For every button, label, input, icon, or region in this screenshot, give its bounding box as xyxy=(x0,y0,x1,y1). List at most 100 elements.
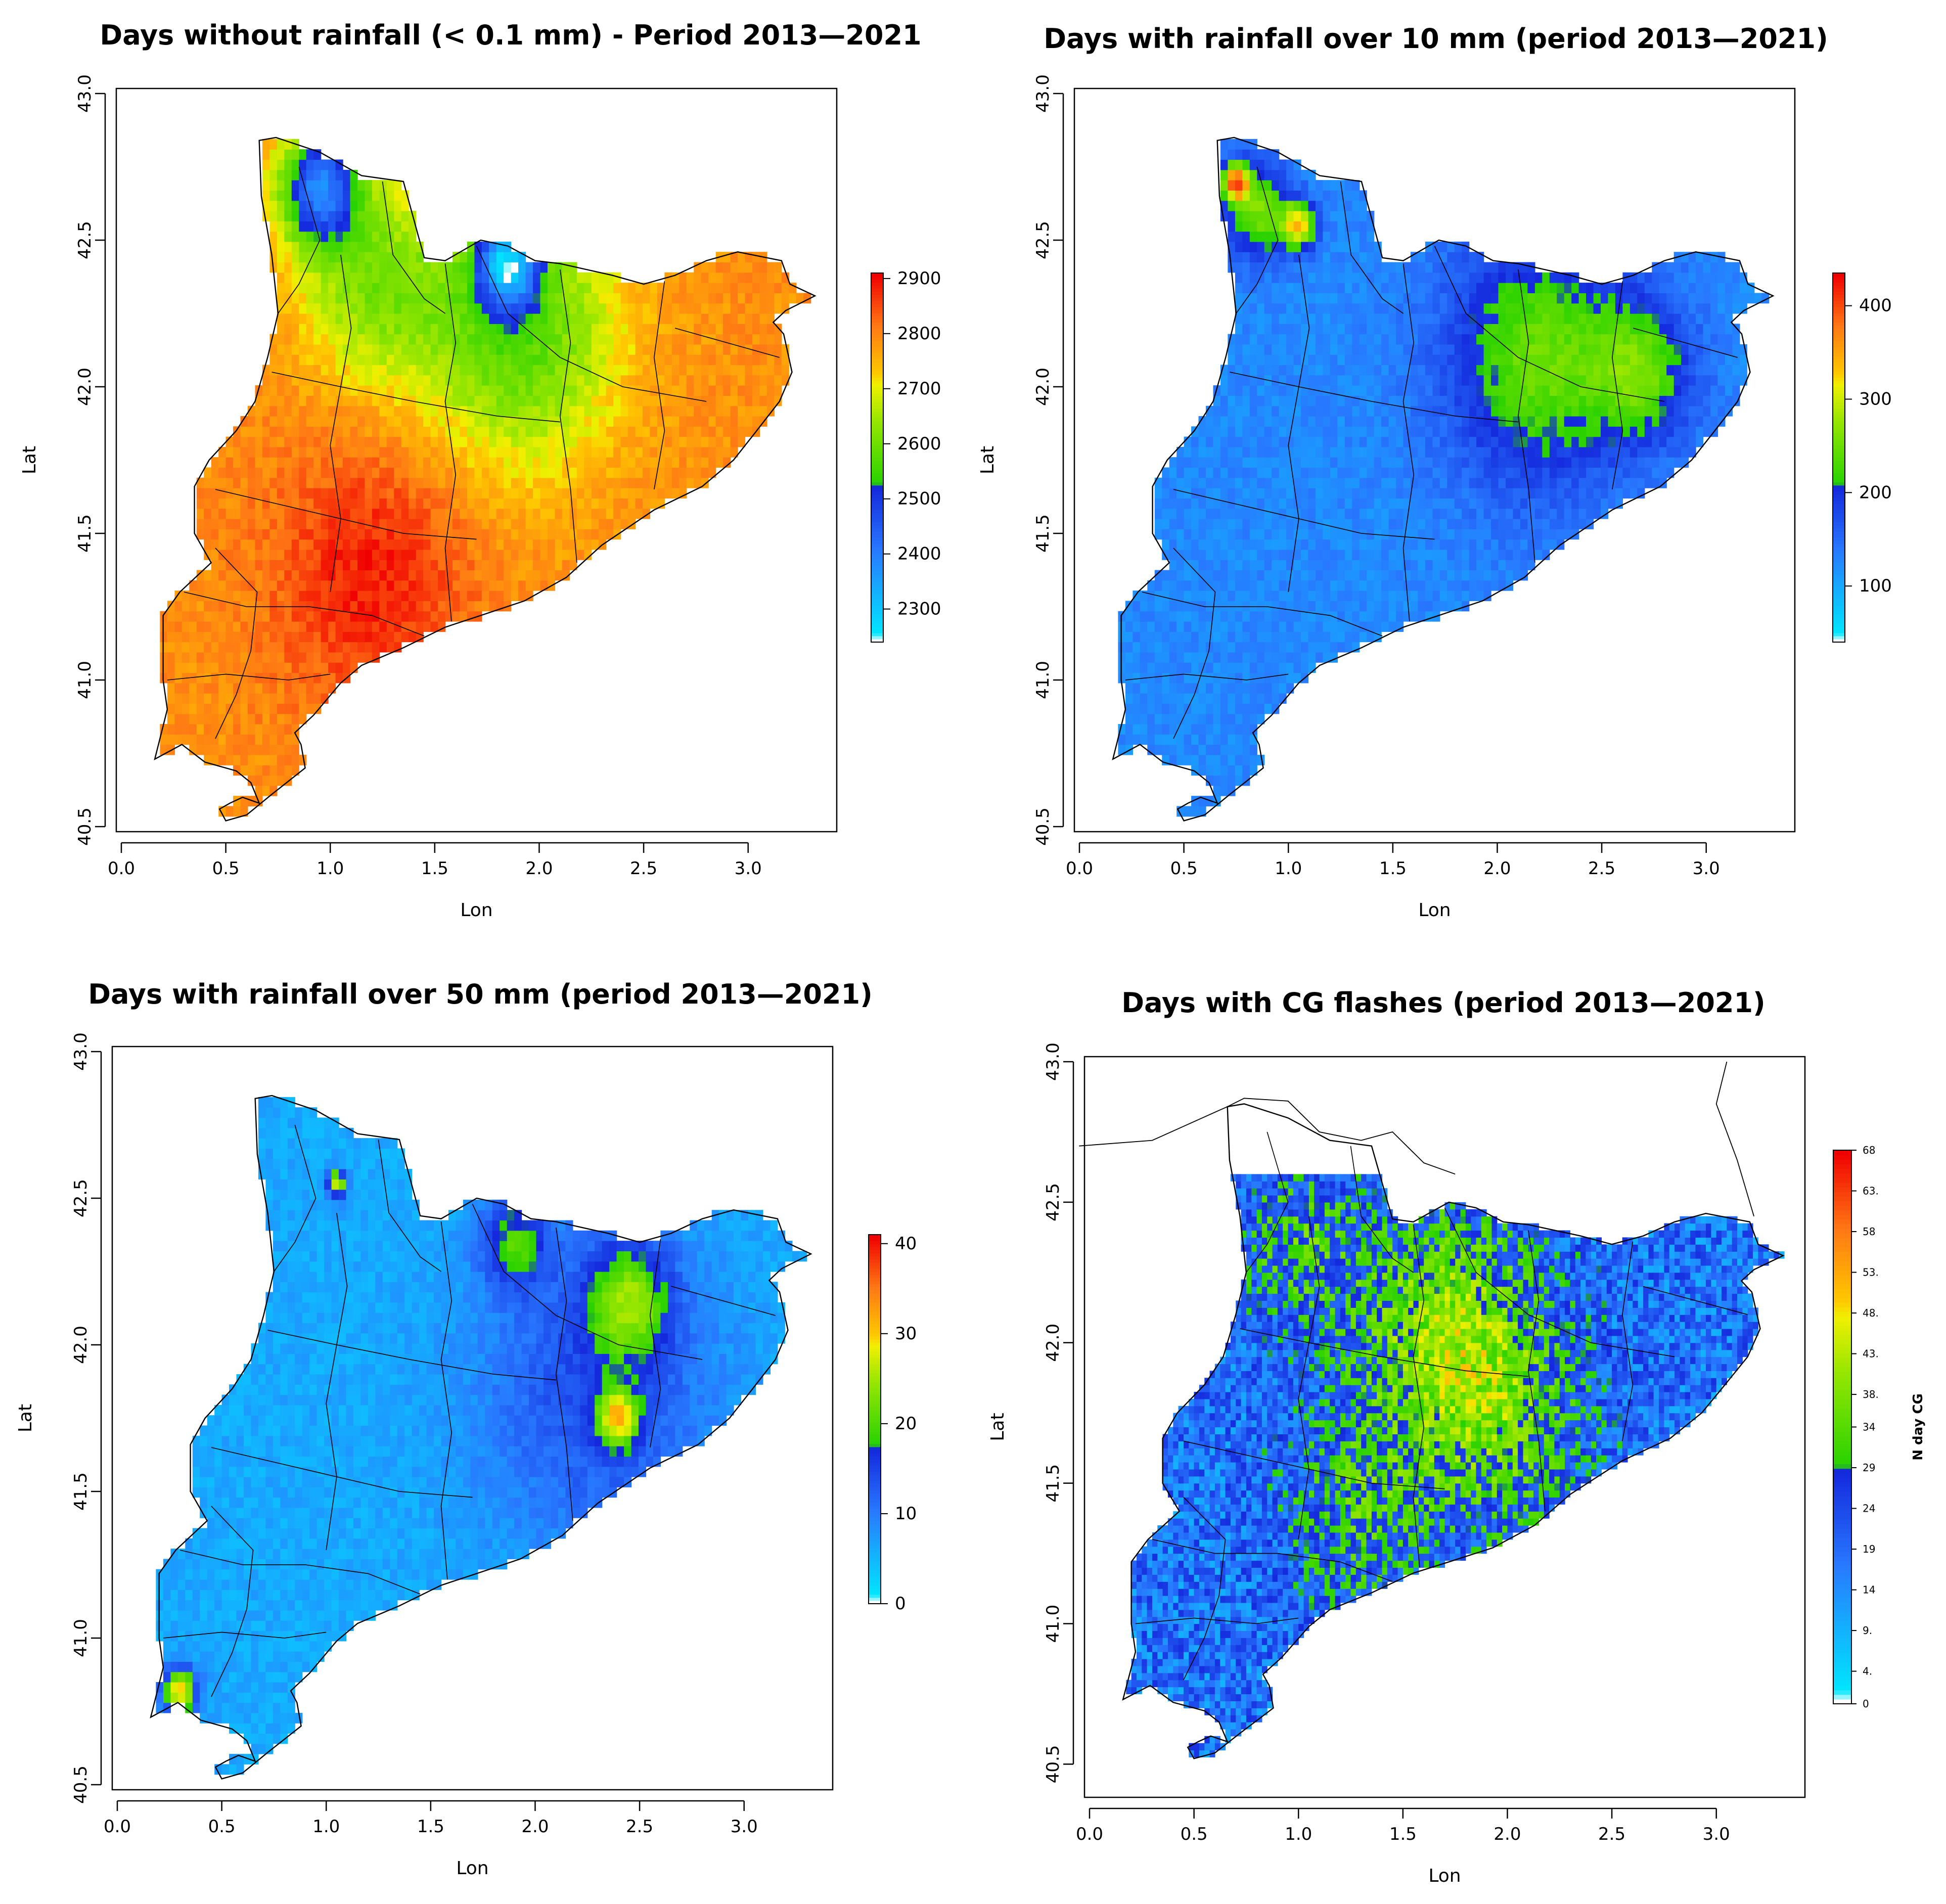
heatmap-cell xyxy=(518,426,526,437)
heatmap-cell xyxy=(1249,662,1257,673)
heatmap-cell xyxy=(1228,580,1236,591)
heatmap-cell xyxy=(569,344,577,355)
heatmap-cell xyxy=(262,446,270,458)
colorbar-swatch xyxy=(871,377,883,381)
heatmap-cell xyxy=(1264,611,1272,622)
heatmap-cell xyxy=(671,477,680,488)
heatmap-cell xyxy=(548,446,556,458)
heatmap-cell xyxy=(613,303,621,314)
heatmap-cell xyxy=(255,744,263,755)
heatmap-cell xyxy=(1367,467,1375,478)
heatmap-cell xyxy=(1235,591,1243,601)
heatmap-cell xyxy=(591,375,599,386)
heatmap-cell xyxy=(1286,580,1294,591)
heatmap-cell xyxy=(1249,293,1257,304)
heatmap-cell xyxy=(1257,662,1265,673)
heatmap-cell xyxy=(1213,457,1221,468)
heatmap-cell xyxy=(686,313,694,324)
heatmap-cell xyxy=(730,395,738,406)
heatmap-cell xyxy=(211,529,219,540)
heatmap-cell xyxy=(489,498,497,509)
heatmap-cell xyxy=(569,395,577,406)
heatmap-cell xyxy=(1344,324,1352,335)
heatmap-cell xyxy=(1235,652,1243,663)
heatmap-cell xyxy=(1220,159,1228,170)
heatmap-cell xyxy=(1242,272,1250,283)
heatmap-cell xyxy=(562,272,570,283)
heatmap-cell xyxy=(1439,313,1447,324)
heatmap-cell xyxy=(694,324,702,335)
heatmap-cell xyxy=(1191,426,1199,437)
heatmap-cell xyxy=(1272,703,1280,714)
heatmap-cell xyxy=(401,621,409,632)
heatmap-cell xyxy=(1162,672,1170,684)
heatmap-cell xyxy=(1337,231,1345,242)
colorbar-swatch xyxy=(871,562,883,566)
heatmap-cell xyxy=(723,272,731,283)
heatmap-cell xyxy=(291,713,299,724)
heatmap-cell xyxy=(350,211,358,221)
heatmap-cell xyxy=(196,642,204,653)
heatmap-cell xyxy=(1176,703,1185,714)
heatmap-cell xyxy=(233,713,241,724)
heatmap-cell xyxy=(730,283,738,293)
heatmap-cell xyxy=(1257,683,1265,694)
heatmap-cell xyxy=(1272,385,1280,396)
heatmap-cell xyxy=(1264,221,1272,232)
heatmap-cell xyxy=(533,395,541,406)
heatmap-cell xyxy=(481,580,489,591)
heatmap-cell xyxy=(269,190,278,201)
colorbar-tick-label: 2800 xyxy=(897,324,941,344)
heatmap-cell xyxy=(1140,631,1148,643)
heatmap-cell xyxy=(430,621,438,632)
heatmap-cell xyxy=(628,365,636,376)
heatmap-cell xyxy=(1462,580,1470,591)
heatmap-cell xyxy=(372,529,380,540)
heatmap-cell xyxy=(394,190,402,201)
heatmap-cell xyxy=(1344,241,1352,252)
heatmap-cell xyxy=(460,313,468,324)
colorbar-swatch xyxy=(871,632,883,637)
heatmap-cell xyxy=(1220,734,1228,745)
heatmap-cell xyxy=(1432,405,1440,417)
heatmap-cell xyxy=(511,385,519,396)
heatmap-cell xyxy=(1206,765,1214,776)
heatmap-cell xyxy=(694,354,702,366)
heatmap-cell xyxy=(1293,190,1301,201)
heatmap-cell xyxy=(1249,416,1257,427)
heatmap-cell xyxy=(1147,652,1155,663)
heatmap-cell xyxy=(1411,375,1419,386)
heatmap-cell xyxy=(357,324,366,335)
heatmap-cell xyxy=(1439,324,1447,335)
colorbar-swatch xyxy=(871,399,883,403)
heatmap-cell xyxy=(357,272,366,283)
heatmap-cell xyxy=(1213,539,1221,550)
heatmap-cell xyxy=(291,272,299,283)
heatmap-cell xyxy=(1388,416,1396,427)
heatmap-cell xyxy=(533,498,541,509)
heatmap-cell xyxy=(372,457,380,468)
heatmap-cell xyxy=(386,293,394,304)
heatmap-cell xyxy=(160,611,168,622)
heatmap-cell xyxy=(1213,724,1221,735)
heatmap-cell xyxy=(555,283,563,293)
heatmap-cell xyxy=(1228,252,1236,263)
heatmap-cell xyxy=(1469,334,1477,345)
colorbar-swatch xyxy=(871,306,883,310)
heatmap-cell xyxy=(1147,744,1155,755)
heatmap-cell xyxy=(299,416,307,427)
heatmap-cell xyxy=(489,529,497,540)
heatmap-cell xyxy=(1396,313,1404,324)
heatmap-cell xyxy=(1286,324,1294,335)
heatmap-cell xyxy=(299,436,307,447)
heatmap-cell xyxy=(255,754,263,765)
heatmap-cell xyxy=(657,436,665,447)
heatmap-cell xyxy=(504,354,512,366)
heatmap-cell xyxy=(1264,662,1272,673)
heatmap-cell xyxy=(548,405,556,417)
heatmap-cell xyxy=(350,436,358,447)
heatmap-cell xyxy=(533,283,541,293)
heatmap-cell xyxy=(1344,190,1352,201)
heatmap-cell xyxy=(1184,580,1192,591)
heatmap-cell xyxy=(291,724,299,735)
